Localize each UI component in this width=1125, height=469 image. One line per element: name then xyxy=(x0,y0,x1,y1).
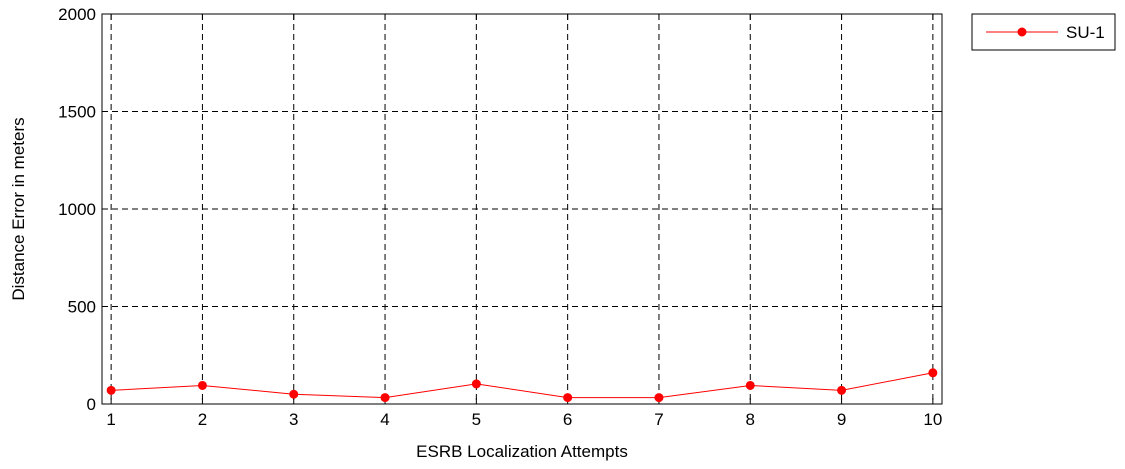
data-point xyxy=(745,380,755,390)
x-axis-label: ESRB Localization Attempts xyxy=(416,442,628,461)
y-tick-label: 500 xyxy=(68,298,96,317)
y-tick-label: 1000 xyxy=(58,200,96,219)
data-point xyxy=(380,393,390,403)
x-tick-label: 3 xyxy=(289,410,298,429)
data-point xyxy=(654,393,664,403)
x-tick-label: 8 xyxy=(746,410,755,429)
x-tick-label: 6 xyxy=(563,410,572,429)
data-point xyxy=(837,385,847,395)
legend: SU-1 xyxy=(971,13,1116,51)
y-tick-label: 0 xyxy=(87,395,96,414)
x-tick-label: 5 xyxy=(472,410,481,429)
axis-ticks: 1 2 3 4 5 6 7 8 9 10 0 500 1000 1500 2000 xyxy=(58,5,942,429)
legend-marker-su-1 xyxy=(1017,27,1027,37)
y-tick-label: 1500 xyxy=(58,103,96,122)
data-point xyxy=(289,389,299,399)
data-point xyxy=(563,393,573,403)
x-tick-label: 1 xyxy=(106,410,115,429)
legend-label-su-1: SU-1 xyxy=(1066,23,1105,42)
x-tick-label: 10 xyxy=(923,410,942,429)
x-tick-label: 2 xyxy=(198,410,207,429)
x-tick-label: 9 xyxy=(837,410,846,429)
data-point xyxy=(471,379,481,389)
series-layer xyxy=(106,368,938,403)
data-point xyxy=(197,380,207,390)
x-tick-label: 7 xyxy=(654,410,663,429)
data-point xyxy=(928,368,938,378)
series-line-su-1 xyxy=(111,372,933,399)
y-axis-label: Distance Error in meters xyxy=(9,117,28,300)
x-tick-label: 4 xyxy=(380,410,389,429)
data-point xyxy=(106,385,116,395)
y-tick-label: 2000 xyxy=(58,5,96,24)
